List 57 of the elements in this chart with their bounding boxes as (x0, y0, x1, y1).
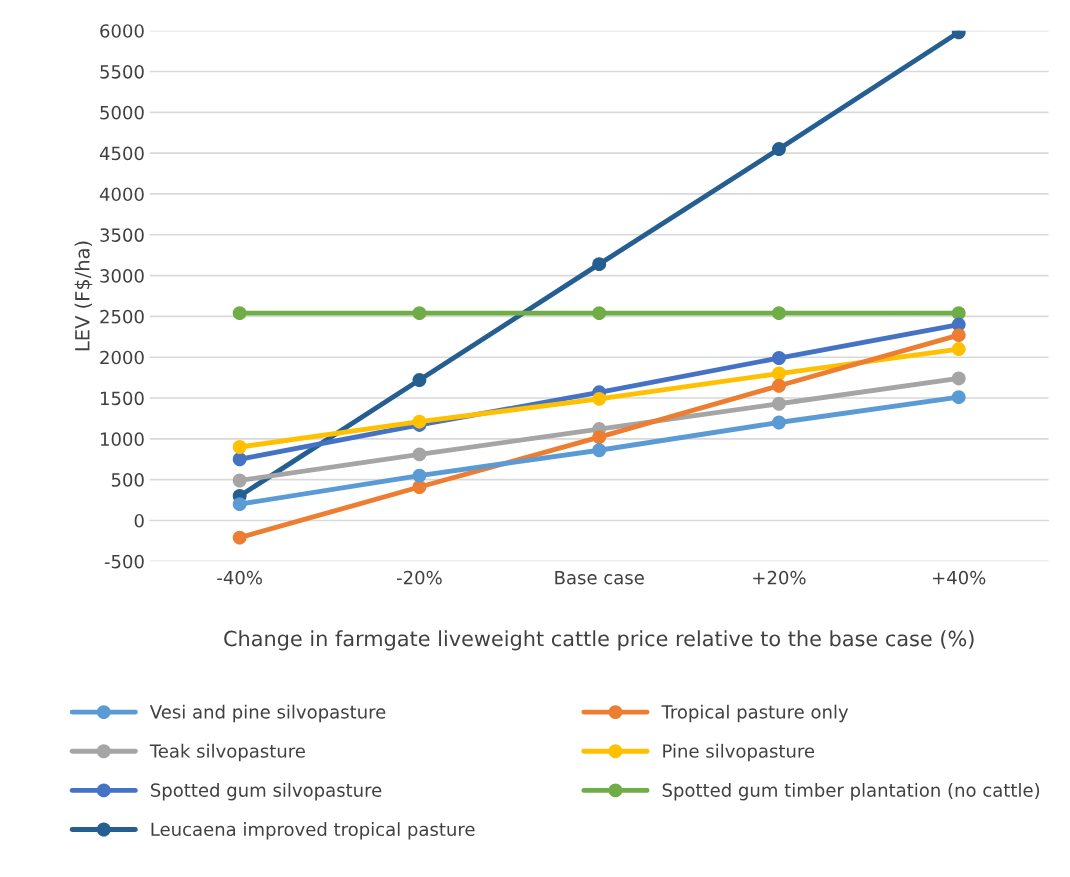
point (592, 306, 607, 321)
y-tick-label: 5000 (100, 105, 144, 120)
point (592, 430, 607, 445)
point (772, 415, 786, 430)
point (772, 351, 786, 365)
x-tick-label: Base case (555, 571, 644, 585)
y-axis-title: LEV (F$/ha) (74, 241, 93, 351)
point (232, 530, 247, 545)
y-tick-label: 3500 (100, 228, 144, 242)
x-tick-label: -40% (217, 570, 263, 585)
y-tick-label: 4000 (99, 187, 144, 202)
legend-label: Spotted gum timber plantation (no cattle) (662, 782, 1040, 801)
point (951, 328, 966, 343)
point (951, 371, 966, 386)
point (232, 473, 247, 488)
point (592, 443, 607, 458)
y-tick-label: 2500 (100, 309, 144, 324)
point (412, 306, 427, 321)
y-tick-label: 5500 (100, 64, 144, 79)
point (412, 480, 427, 494)
point (951, 390, 966, 405)
point (412, 414, 427, 429)
x-tick-label: +40% (933, 570, 986, 585)
point (412, 468, 427, 483)
point (412, 447, 427, 462)
y-tick-label: -500 (104, 554, 144, 569)
point (592, 391, 607, 406)
legend-label: Spotted gum silvopasture (151, 782, 382, 801)
point (951, 306, 966, 321)
point (772, 142, 786, 156)
point (412, 373, 427, 388)
y-tick-label: 4500 (99, 146, 144, 161)
x-axis-title: Change in farmgate liveweight cattle price relative to the base case (%) (224, 630, 974, 651)
point (232, 497, 247, 512)
legend-label: Tropical pasture only (661, 704, 849, 723)
legend-label: Teak silvopasture (149, 743, 305, 762)
y-tick-label: 1000 (100, 432, 144, 446)
point (592, 257, 607, 272)
y-tick-label: 0 (134, 513, 144, 528)
point (232, 306, 247, 321)
legend-label: Pine silvopasture (663, 743, 815, 762)
point (772, 306, 786, 321)
x-tick-label: +20% (753, 570, 806, 585)
point (772, 378, 786, 393)
point (232, 452, 247, 467)
legend-label: Leucaena improved tropical pasture (151, 822, 475, 840)
point (772, 366, 786, 381)
point (951, 342, 966, 356)
y-tick-label: 500 (111, 473, 144, 487)
y-tick-label: 6000 (100, 24, 144, 38)
legend-label: Vesi and pine silvopasture (149, 704, 386, 723)
y-tick-label: 2000 (100, 350, 144, 365)
y-tick-label: 3000 (100, 269, 144, 283)
x-tick-label: -20% (397, 570, 442, 585)
y-tick-label: 1500 (100, 391, 144, 406)
point (772, 396, 786, 411)
point (232, 440, 247, 454)
